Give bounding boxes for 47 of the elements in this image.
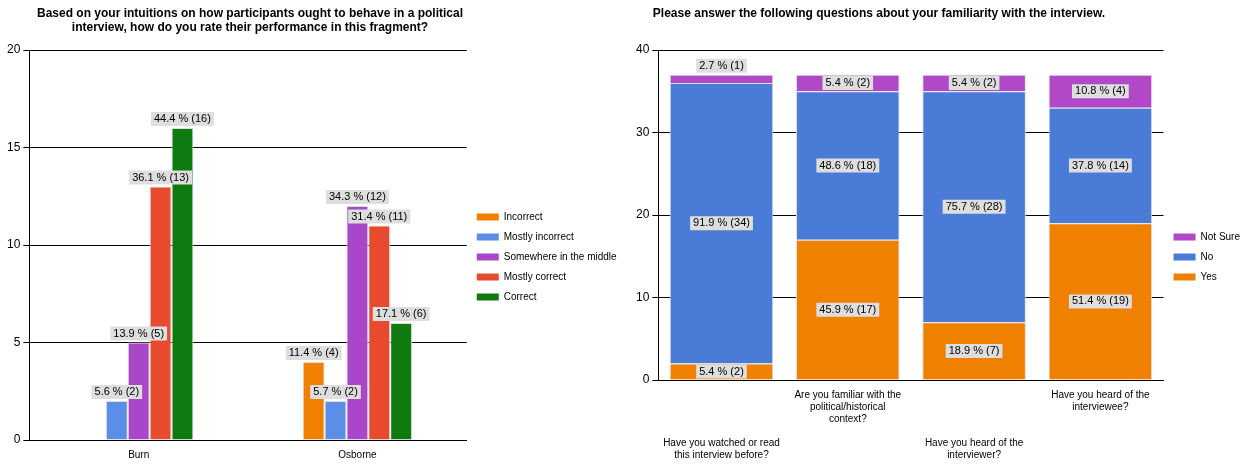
y-tick-label: 30 [635, 124, 650, 139]
x-tick-label: Burn [128, 448, 150, 460]
chart-title: Based on your intuitions on how participants ought to behave in a political interview, how do you rate their performance in this fragment? [36, 6, 464, 34]
y-tick-label: 5 [13, 334, 21, 349]
legend-label: Mostly incorrect [503, 230, 574, 242]
legend-label: Incorrect [503, 210, 543, 222]
data-label: 75.7 % (28) [945, 199, 1003, 212]
x-tick-label: Have you heard of the interviewee? [1051, 388, 1151, 412]
data-label: 91.9 % (34) [693, 216, 750, 229]
data-label: 2.7 % (1) [699, 58, 744, 71]
data-label: 34.3 % (12) [328, 190, 386, 203]
data-label: 44.4 % (16) [154, 112, 211, 125]
data-label: 5.4 % (2) [825, 76, 871, 89]
y-tick-label: 20 [635, 207, 650, 222]
data-label: 13.9 % (5) [113, 326, 165, 339]
legend-label: Yes [1200, 270, 1217, 282]
data-label: 11.4 % (4) [288, 346, 339, 359]
x-tick-label: Are you familiar with the political/historical context? [794, 388, 902, 424]
data-label: 18.9 % (7) [948, 343, 1000, 356]
data-label: 17.1 % (6) [375, 307, 427, 320]
y-tick-label: 20 [6, 42, 21, 57]
y-tick-label: 10 [635, 289, 650, 304]
data-label: 36.1 % (13) [132, 170, 190, 183]
chart-title: Please answer the following questions about your familiarity with the interview. [651, 6, 1107, 20]
data-label: 10.8 % (4) [1075, 84, 1126, 97]
data-label: 5.7 % (2) [313, 385, 358, 398]
data-label: 48.6 % (18) [819, 158, 877, 171]
data-label: 31.4 % (11) [351, 209, 408, 222]
data-label: 37.8 % (14) [1071, 158, 1129, 171]
data-label: 51.4 % (19) [1071, 294, 1129, 307]
legend-label: Mostly correct [503, 270, 567, 282]
data-label: 45.9 % (17) [819, 302, 877, 315]
legend-label: No [1200, 250, 1214, 262]
data-label: 5.4 % (2) [699, 364, 744, 377]
x-tick-label: Have you heard of the interviewer? [924, 436, 1024, 460]
data-label: 5.6 % (2) [94, 385, 140, 398]
data-label: 5.4 % (2) [951, 76, 997, 89]
y-tick-label: 40 [635, 42, 650, 57]
x-tick-label: Have you watched or read this interview before? [663, 436, 780, 460]
legend-label: Somewhere in the middle [503, 250, 618, 262]
y-tick-label: 15 [6, 139, 21, 154]
y-tick-label: 0 [642, 372, 650, 387]
x-tick-label: Osborne [338, 448, 378, 460]
y-tick-label: 10 [6, 237, 21, 252]
y-tick-label: 0 [13, 432, 21, 447]
legend-label: Not Sure [1200, 230, 1241, 242]
legend-label: Correct [503, 290, 537, 302]
